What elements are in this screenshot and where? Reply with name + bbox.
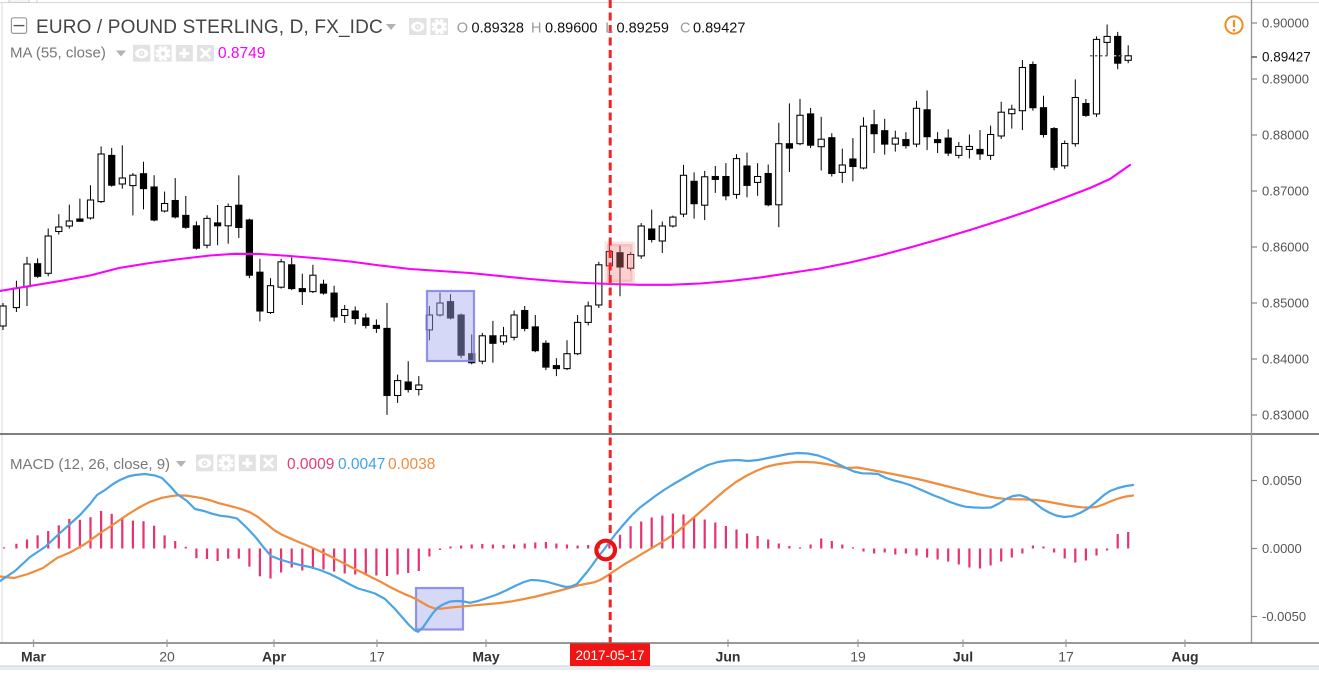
svg-text:Jun: Jun (716, 649, 741, 665)
svg-text:C: C (680, 21, 690, 37)
svg-text:0.87000: 0.87000 (1262, 184, 1309, 199)
svg-text:19: 19 (850, 649, 866, 665)
svg-text:0.85000: 0.85000 (1262, 296, 1309, 311)
svg-text:0.86000: 0.86000 (1262, 240, 1309, 255)
svg-text:MACD (12, 26, close, 9): MACD (12, 26, close, 9) (10, 456, 170, 473)
svg-text:L: L (605, 21, 613, 37)
svg-text:0.0047: 0.0047 (338, 456, 385, 473)
svg-text:0.90000: 0.90000 (1262, 16, 1309, 31)
svg-text:17: 17 (1058, 649, 1074, 665)
svg-text:0.89427: 0.89427 (693, 21, 745, 37)
svg-text:MA (55, close): MA (55, close) (10, 45, 106, 62)
svg-text:O: O (457, 21, 468, 37)
svg-text:Jul: Jul (953, 649, 973, 665)
svg-text:17: 17 (369, 649, 385, 665)
svg-text:0.88000: 0.88000 (1262, 128, 1309, 143)
svg-text:May: May (472, 649, 499, 665)
svg-text:0.89328: 0.89328 (472, 21, 524, 37)
svg-text:20: 20 (159, 649, 175, 665)
svg-text:0.84000: 0.84000 (1262, 352, 1309, 367)
svg-text:0.89259: 0.89259 (617, 21, 669, 37)
svg-text:0.0038: 0.0038 (388, 456, 435, 473)
svg-text:0.0050: 0.0050 (1262, 473, 1302, 488)
svg-text:0.89000: 0.89000 (1262, 72, 1309, 87)
svg-text:Aug: Aug (1171, 649, 1198, 665)
svg-text:2017-05-17: 2017-05-17 (575, 648, 644, 663)
svg-text:0.89427: 0.89427 (1262, 50, 1311, 65)
svg-text:-0.0050: -0.0050 (1262, 609, 1306, 624)
svg-text:0.8749: 0.8749 (218, 45, 265, 62)
svg-text:H: H (531, 21, 541, 37)
svg-text:EURO / POUND STERLING, D, FX_I: EURO / POUND STERLING, D, FX_IDC (36, 17, 383, 38)
svg-text:0.83000: 0.83000 (1262, 408, 1309, 423)
svg-text:0.0009: 0.0009 (287, 456, 334, 473)
svg-text:0.89600: 0.89600 (545, 21, 597, 37)
svg-text:Mar: Mar (21, 649, 46, 665)
svg-text:Apr: Apr (262, 649, 287, 665)
svg-text:0.0000: 0.0000 (1262, 541, 1302, 556)
